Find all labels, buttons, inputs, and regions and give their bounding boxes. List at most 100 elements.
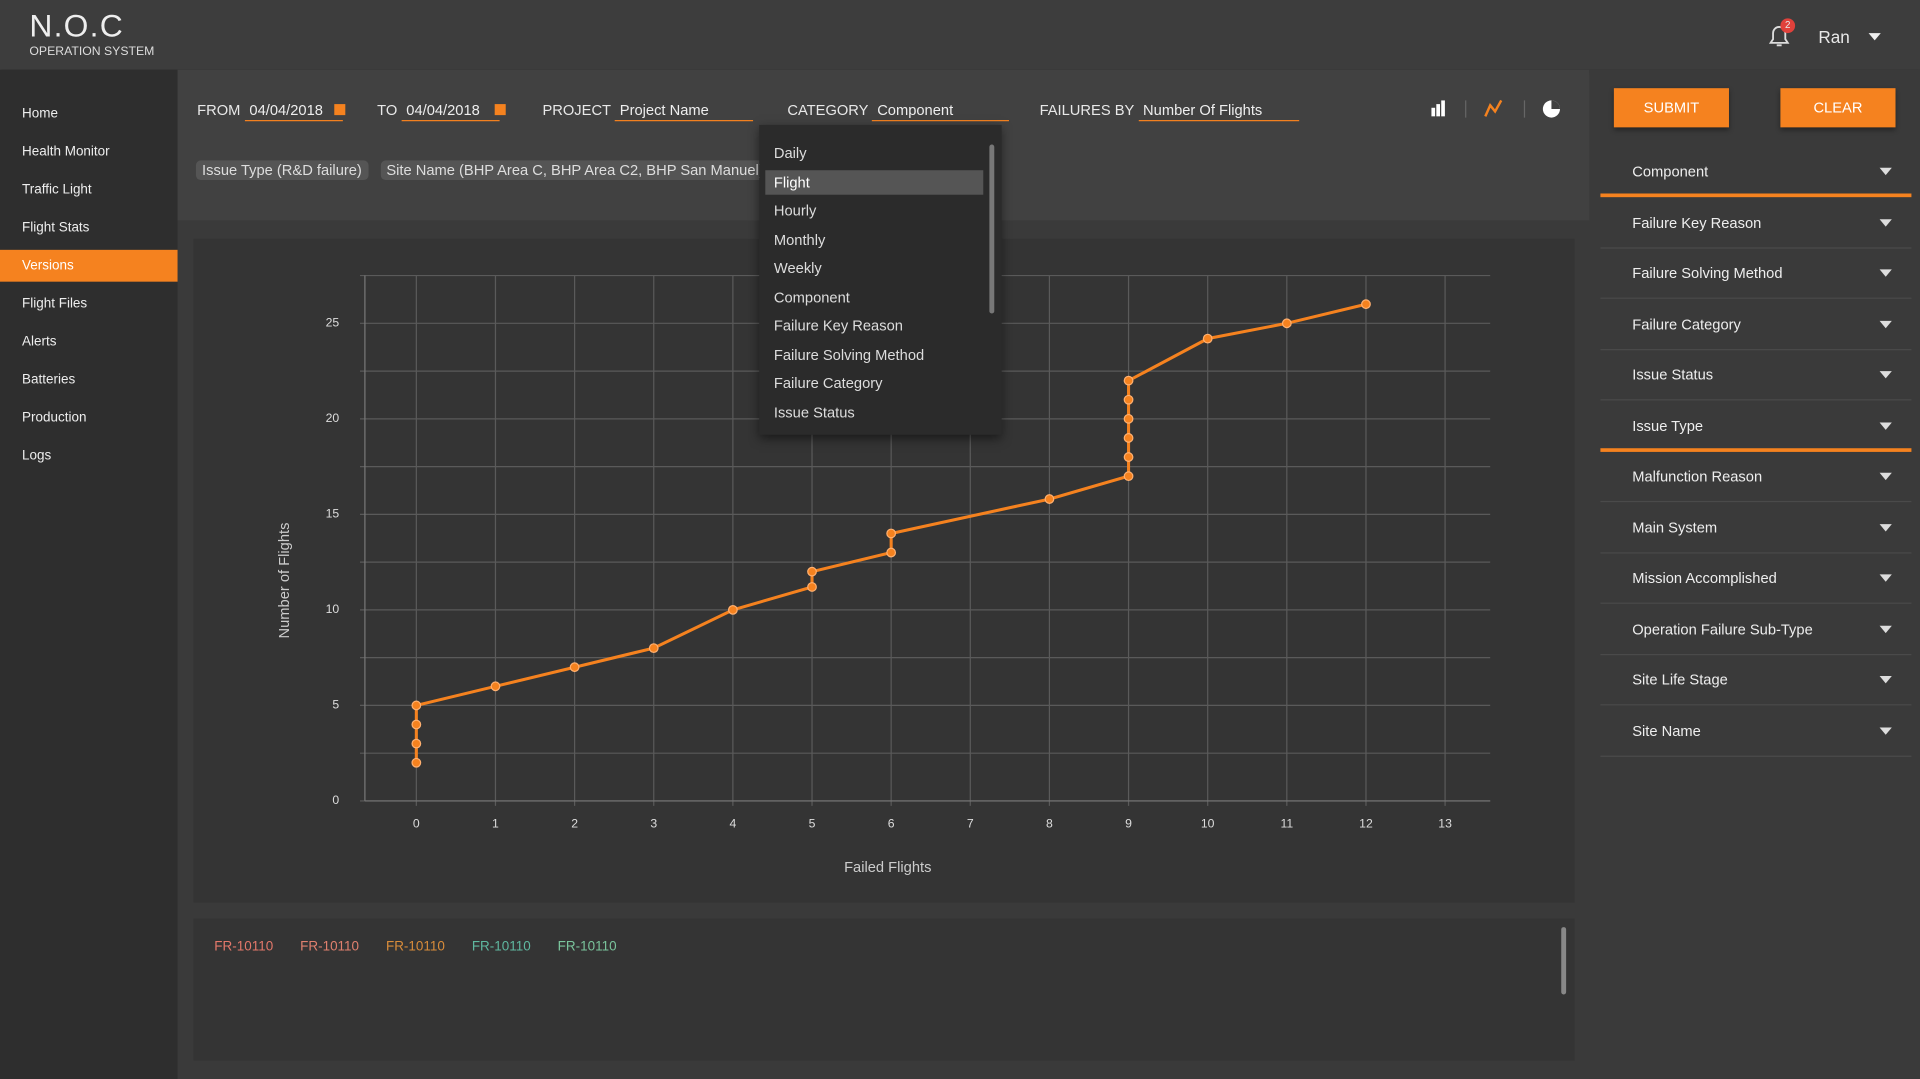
label: TO: [377, 101, 398, 119]
tag[interactable]: FR-10110: [300, 939, 360, 955]
y-tick-label: 5: [332, 698, 339, 712]
project-select[interactable]: Project Name: [614, 101, 753, 122]
x-tick-label: 9: [1125, 816, 1132, 830]
tag[interactable]: FR-10110: [557, 939, 617, 955]
point: [1281, 318, 1292, 329]
tag[interactable]: FR-10110: [214, 939, 274, 955]
dropdown-option[interactable]: Weekly: [773, 259, 822, 277]
bell-icon[interactable]: [1766, 21, 1795, 50]
side-filter[interactable]: Operation Failure Sub-Type: [1600, 604, 1912, 655]
x-tick-label: 4: [729, 816, 736, 830]
chart-type-icons[interactable]: [1420, 93, 1567, 125]
point: [569, 662, 580, 673]
side-filter[interactable]: Site Life Stage: [1600, 655, 1912, 706]
calendar-icon[interactable]: [334, 104, 346, 116]
nav-item[interactable]: Home: [22, 106, 58, 122]
x-tick-label: 5: [809, 816, 816, 830]
caret[interactable]: [1879, 625, 1892, 633]
caret[interactable]: [1879, 574, 1892, 582]
logo: N.O.C: [29, 7, 124, 45]
calendar-icon[interactable]: [494, 104, 506, 116]
user-caret[interactable]: [1868, 33, 1881, 46]
to-date[interactable]: 04/04/2018: [401, 101, 500, 122]
x-tick-label: 2: [571, 816, 578, 830]
dropdown-option[interactable]: Failure Key Reason: [773, 317, 903, 335]
x-tick-label: 13: [1438, 816, 1452, 830]
tags-panel: [193, 918, 1575, 1061]
side-filter[interactable]: Main System: [1600, 503, 1912, 553]
side-filter[interactable]: Mission Accomplished: [1600, 554, 1912, 604]
point: [727, 604, 738, 615]
side-filter[interactable]: Issue Status: [1600, 350, 1912, 401]
nav-item[interactable]: Flight Stats: [22, 220, 90, 236]
nav-item[interactable]: Batteries: [22, 372, 76, 387]
side-filter[interactable]: Malfunction Reason: [1600, 452, 1912, 503]
side-filter[interactable]: Failure Key Reason: [1600, 198, 1912, 248]
nav-item[interactable]: Health Monitor: [22, 144, 110, 160]
tag[interactable]: FR-10110: [385, 939, 445, 955]
to-filter: TO 04/04/2018: [377, 101, 500, 122]
point: [807, 582, 817, 592]
y-tick-label: 20: [326, 411, 340, 425]
dropdown-scrollbar[interactable]: [989, 144, 995, 314]
scrollbar[interactable]: [1561, 927, 1567, 995]
caret[interactable]: [1879, 320, 1892, 328]
failures-select[interactable]: Number Of Flights: [1138, 101, 1300, 122]
nav-item[interactable]: Alerts: [22, 334, 57, 350]
nav-item[interactable]: Logs: [22, 448, 52, 463]
caret[interactable]: [1879, 523, 1892, 531]
from-date[interactable]: 04/04/2018: [244, 101, 343, 122]
side-filter[interactable]: Failure Solving Method: [1600, 249, 1912, 299]
nav-item[interactable]: Flight Files: [22, 296, 88, 312]
failures-filter: FAILURES BY Number Of Flights: [1039, 101, 1300, 122]
point: [1123, 433, 1134, 443]
side-filter[interactable]: Site Name: [1600, 706, 1912, 757]
dropdown-option[interactable]: Daily: [773, 144, 807, 162]
nav-item[interactable]: Production: [22, 410, 87, 425]
x-tick-label: 7: [967, 816, 974, 830]
dropdown-option[interactable]: Component: [773, 288, 850, 306]
tags: FR-10110 FR-10110 FR-10110 FR-10110 FR-10110: [214, 934, 643, 956]
filter-chip[interactable]: Issue Type (R&D failure): [195, 160, 368, 181]
dropdown-option[interactable]: Flight: [765, 169, 984, 195]
chips: Issue Type (R&D failure) Site Name (BHP A…: [195, 159, 782, 181]
y-tick-label: 10: [326, 602, 340, 616]
category-select[interactable]: Component: [872, 101, 1010, 122]
caret[interactable]: [1879, 269, 1892, 277]
dropdown-option[interactable]: Issue Status: [773, 403, 855, 421]
label: FAILURES BY: [1039, 101, 1135, 119]
x-tick-label: 3: [650, 816, 657, 830]
submit-button[interactable]: SUBMIT: [1613, 88, 1729, 128]
nav-item[interactable]: Versions: [0, 249, 178, 282]
line: [414, 302, 1367, 763]
label: PROJECT: [542, 101, 611, 119]
dropdown-option[interactable]: Failure Category: [773, 374, 883, 392]
caret[interactable]: [1879, 371, 1892, 379]
caret[interactable]: [1879, 218, 1892, 226]
user-name[interactable]: Ran: [1818, 26, 1850, 47]
caret[interactable]: [1879, 676, 1892, 684]
point: [1123, 413, 1134, 424]
point: [411, 738, 422, 749]
tag[interactable]: FR-10110: [471, 939, 531, 955]
clear-button[interactable]: CLEAR: [1780, 88, 1896, 128]
nav-item[interactable]: Traffic Light: [22, 182, 92, 198]
caret[interactable]: [1879, 167, 1892, 176]
caret[interactable]: [1879, 726, 1892, 735]
caret[interactable]: [1879, 421, 1892, 430]
side-filter[interactable]: Failure Category: [1600, 299, 1912, 350]
side-filter[interactable]: Component: [1600, 147, 1912, 198]
dropdown-option[interactable]: Failure Solving Method: [773, 345, 925, 364]
point: [490, 681, 501, 692]
point: [886, 528, 897, 539]
point: [1044, 494, 1055, 504]
filter-chip[interactable]: Site Name (BHP Area C, BHP Area C2, BHP …: [380, 160, 770, 181]
side-filter[interactable]: Issue Type: [1600, 401, 1912, 452]
dropdown: Daily Flight Hourly Monthly Weekly Component F…: [759, 124, 1002, 435]
dropdown-option[interactable]: Monthly: [773, 230, 826, 248]
badge: 2: [1780, 18, 1796, 34]
dropdown-option[interactable]: Hourly: [773, 202, 817, 220]
point: [807, 566, 817, 577]
caret[interactable]: [1879, 472, 1892, 481]
